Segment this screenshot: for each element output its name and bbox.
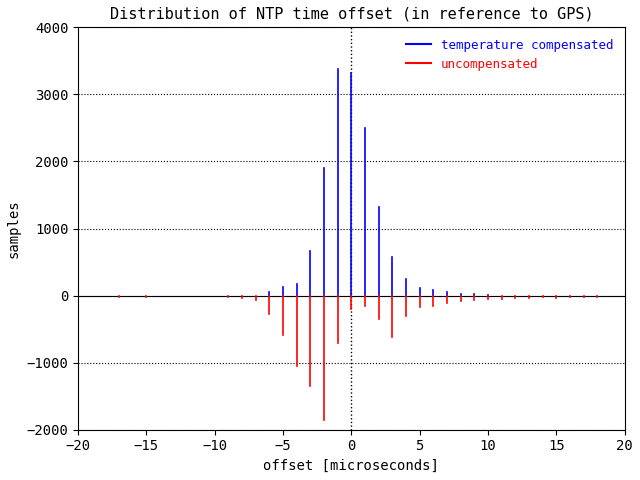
Title: Distribution of NTP time offset (in reference to GPS): Distribution of NTP time offset (in refe…	[109, 7, 593, 22]
Y-axis label: samples: samples	[7, 199, 21, 258]
Legend: temperature compensated, uncompensated: temperature compensated, uncompensated	[401, 34, 618, 76]
X-axis label: offset [microseconds]: offset [microseconds]	[264, 459, 439, 473]
